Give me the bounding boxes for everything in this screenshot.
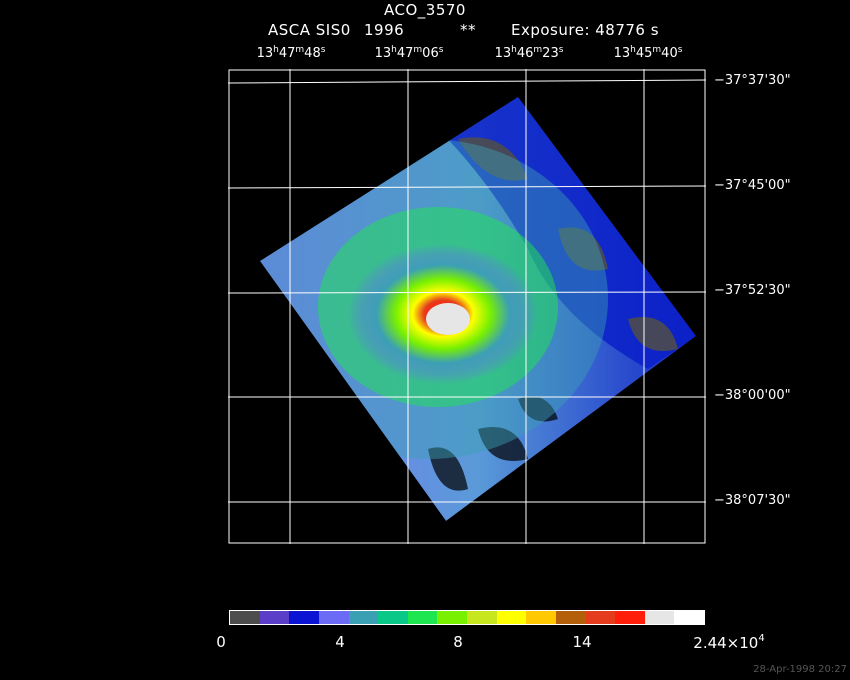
colorbar-max-label: 2.44×104: [693, 633, 765, 652]
colorbar-segment: [378, 611, 408, 624]
timestamp: 28-Apr-1998 20:27: [753, 664, 847, 675]
instrument-label: ASCA SIS0: [268, 21, 351, 39]
colorbar-segment: [555, 611, 586, 624]
lower-left-dark-patches: [428, 396, 558, 491]
colorbar-segment: [289, 611, 319, 624]
colorbar-segment: [615, 611, 645, 624]
dec-tick-label: −38°07'30": [714, 493, 791, 508]
colorbar-segment: [526, 611, 556, 624]
ra-tick-label: 13h45m40s: [613, 45, 683, 61]
title: ACO_3570: [384, 1, 466, 19]
colorbar-segment: [585, 611, 616, 624]
ra-tick-label: 13h46m23s: [494, 45, 564, 61]
upper-right-dark-patches: [458, 137, 678, 351]
colorbar-segment: [407, 611, 438, 624]
colorbar-segment: [644, 611, 675, 624]
colorbar: [229, 610, 705, 625]
ra-tick-label: 13h47m06s: [374, 45, 444, 61]
ra-tick-label: 13h47m48s: [256, 45, 326, 61]
colorbar-segment: [348, 611, 379, 624]
colorbar-segment: [259, 611, 290, 624]
cluster-peak: [426, 303, 470, 335]
colorbar-label: 14: [572, 633, 592, 651]
exposure-label: Exposure: 48776 s: [511, 21, 660, 39]
colorbar-segment: [230, 611, 260, 624]
colorbar-segment: [496, 611, 527, 624]
xray-image: [228, 69, 706, 544]
flag-label: **: [460, 21, 476, 39]
colorbar-segment: [467, 611, 497, 624]
dec-tick-label: −37°45'00": [714, 178, 791, 193]
dec-tick-label: −38°00'00": [714, 388, 791, 403]
colorbar-label: 8: [453, 633, 463, 651]
subtitle: ASCA SIS0 1996 ** Exposure: 48776 s: [0, 21, 850, 41]
colorbar-segment: [437, 611, 467, 624]
coordinate-grid: [228, 69, 706, 544]
colorbar-segment: [318, 611, 349, 624]
colorbar-label: 4: [335, 633, 345, 651]
colorbar-segment: [674, 611, 704, 624]
year-label: 1996: [364, 21, 405, 39]
dec-tick-label: −37°52'30": [714, 283, 791, 298]
dec-tick-label: −37°37'30": [714, 73, 791, 88]
colorbar-label: 0: [216, 633, 226, 651]
